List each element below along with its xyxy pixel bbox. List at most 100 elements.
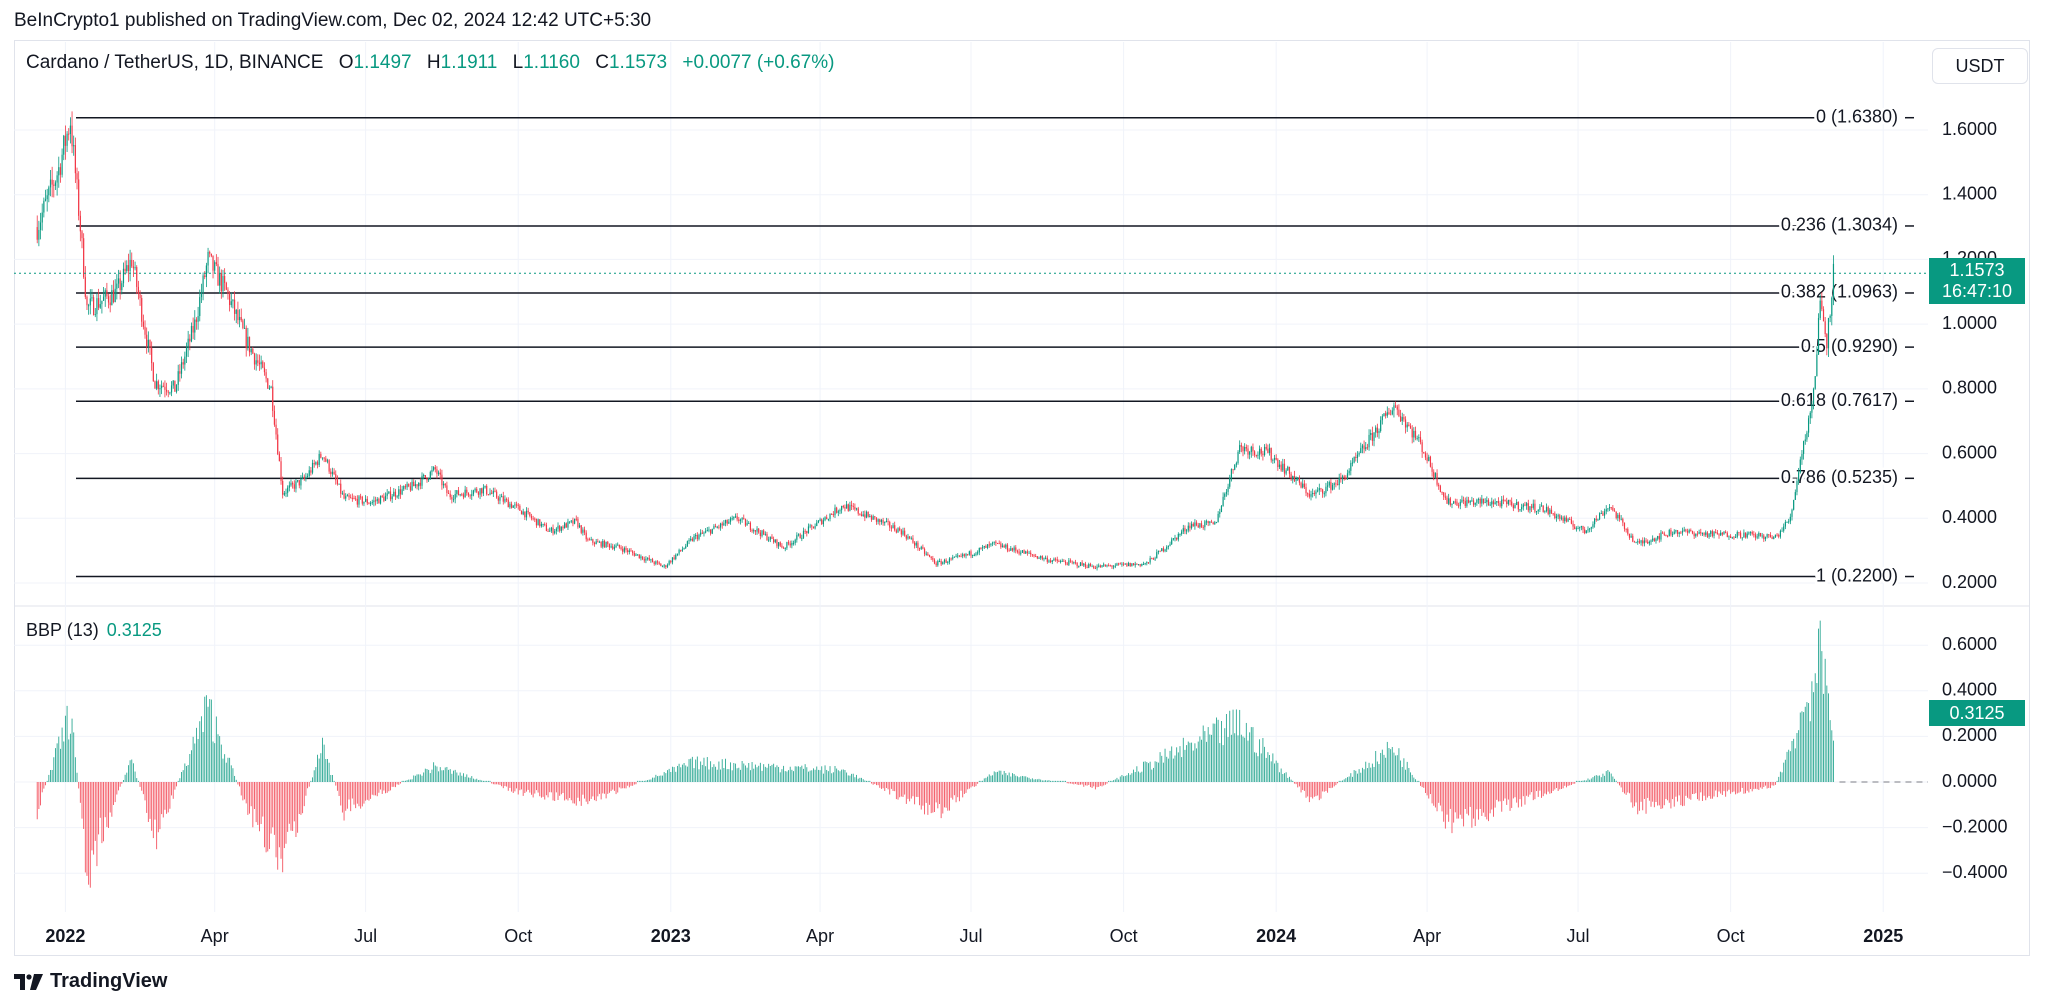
candle-body xyxy=(278,453,280,462)
candle-body xyxy=(471,494,473,496)
candle-body xyxy=(1040,556,1042,558)
candle-body xyxy=(769,536,771,540)
candle-body xyxy=(1436,473,1438,485)
candle-body xyxy=(756,528,758,532)
candle-body xyxy=(791,542,793,546)
candle-body xyxy=(590,539,592,541)
candle-body xyxy=(1597,519,1599,521)
candle-body xyxy=(290,482,292,486)
candle-body xyxy=(778,542,780,547)
candle-body xyxy=(122,268,125,284)
candle-body xyxy=(1073,562,1075,564)
candle-body xyxy=(306,475,309,477)
candle-body xyxy=(1522,504,1524,508)
candle-body xyxy=(361,496,363,504)
candle-body xyxy=(180,362,183,374)
candle-body xyxy=(786,542,788,549)
candle-body xyxy=(1113,566,1115,568)
candle-body xyxy=(258,362,261,365)
candle-body xyxy=(1368,434,1370,448)
candle-body xyxy=(363,501,365,504)
candle-body xyxy=(365,498,367,502)
candle-body xyxy=(1511,501,1513,506)
candle-body xyxy=(1723,531,1725,535)
candle-body xyxy=(766,533,768,541)
candle-body xyxy=(1622,518,1624,523)
candle-body xyxy=(564,523,566,529)
candle-body xyxy=(154,381,156,389)
candle-body xyxy=(233,299,236,314)
candle-body xyxy=(1069,560,1072,562)
candle-body xyxy=(399,489,402,495)
candle-body xyxy=(1050,560,1052,563)
candle-body xyxy=(459,494,461,496)
candle-body xyxy=(970,551,972,556)
candle-body xyxy=(1212,522,1214,525)
candle-body xyxy=(1796,481,1798,493)
candle-body xyxy=(1711,531,1713,536)
candle-body xyxy=(1731,537,1733,539)
candle-body xyxy=(1713,531,1715,536)
candle-body xyxy=(617,544,619,546)
candle-body xyxy=(852,505,854,507)
candle-body xyxy=(1696,533,1699,535)
candle-body xyxy=(666,564,669,568)
candle-body xyxy=(1010,548,1012,551)
last-price-value: 1.1573 xyxy=(1949,260,2005,280)
candle-body xyxy=(137,286,139,295)
candle-body xyxy=(1545,507,1548,512)
candle-body xyxy=(129,259,131,271)
candle-body xyxy=(918,548,921,550)
candle-body xyxy=(1662,532,1664,534)
candle-body xyxy=(824,517,826,521)
candle-body xyxy=(1613,510,1616,512)
tradingview-logo[interactable]: TradingView xyxy=(14,970,167,993)
candle-body xyxy=(320,454,322,458)
candle-body xyxy=(1716,532,1718,535)
candle-body xyxy=(464,489,466,498)
candle-body xyxy=(895,530,897,533)
candle-body xyxy=(366,498,368,504)
candle-body xyxy=(509,503,511,508)
candle-body xyxy=(1388,412,1390,415)
candle-body xyxy=(1570,519,1573,524)
candle-body xyxy=(1799,459,1801,473)
candle-body xyxy=(292,482,294,485)
candle-body xyxy=(189,338,191,342)
candle-body xyxy=(1346,473,1349,479)
candle-body xyxy=(1031,554,1033,556)
candle-body xyxy=(1675,530,1677,532)
open-value: 1.1497 xyxy=(353,52,412,73)
candle-body xyxy=(960,555,962,557)
candle-body xyxy=(1744,532,1747,538)
candle-body xyxy=(880,519,883,523)
candle-body xyxy=(1262,453,1264,456)
tradingview-icon xyxy=(14,973,43,990)
candle-body xyxy=(121,283,123,291)
candle-body xyxy=(583,529,586,533)
candle-body xyxy=(1398,409,1400,417)
candle-body xyxy=(547,530,549,532)
candle-body xyxy=(630,550,632,552)
candle-body xyxy=(681,549,684,551)
candle-body xyxy=(1341,476,1344,480)
candle-body xyxy=(1167,545,1169,547)
candle-body xyxy=(1628,533,1631,538)
candle-body xyxy=(1331,484,1334,490)
candle-body xyxy=(1467,499,1470,503)
candle-body xyxy=(512,505,514,508)
candle-body xyxy=(650,559,652,561)
candle-body xyxy=(1200,523,1203,527)
candle-body xyxy=(1283,463,1286,474)
candle-body xyxy=(1721,532,1723,535)
candle-body xyxy=(1627,529,1629,534)
candle-body xyxy=(199,297,201,317)
candle-body xyxy=(88,305,90,307)
candle-body xyxy=(864,514,866,518)
currency-button[interactable]: USDT xyxy=(1932,48,2028,84)
candle-body xyxy=(1310,494,1312,497)
candle-body xyxy=(673,557,675,560)
candle-body xyxy=(479,488,481,495)
candle-body xyxy=(559,525,561,531)
